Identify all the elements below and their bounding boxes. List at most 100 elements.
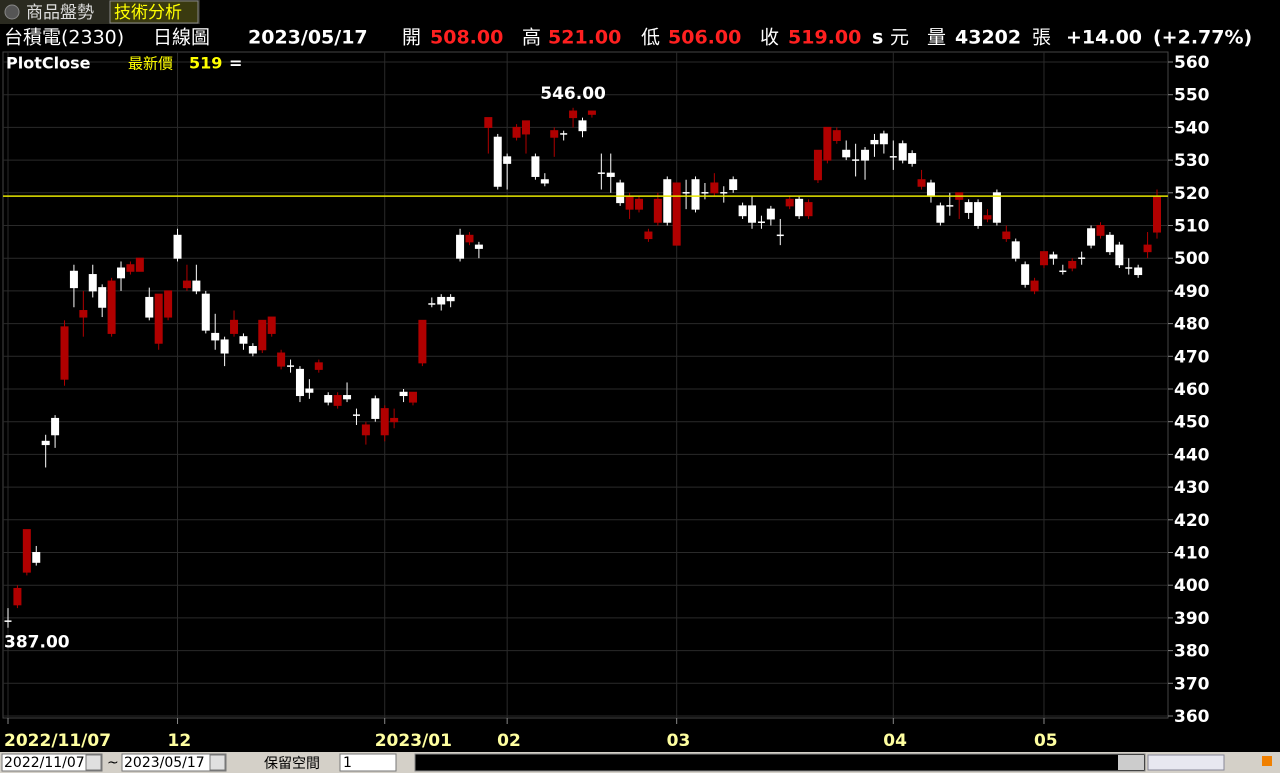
stock-name: 台積電(2330) [4, 27, 124, 49]
end-date: 2023/05/17 [124, 755, 205, 771]
candle-body [672, 182, 681, 246]
candle-body [974, 202, 983, 226]
label: 低 [641, 27, 660, 49]
candle-body [1115, 244, 1124, 266]
candle-body [126, 264, 135, 272]
candle-body [493, 136, 502, 187]
y-tick-label: 400 [1174, 576, 1210, 596]
candle-body [371, 398, 380, 419]
x-tick-label: 02 [497, 731, 521, 751]
low: 506.00 [668, 27, 741, 49]
candle-body [69, 270, 78, 289]
candle-body [135, 257, 144, 272]
candle-body [465, 234, 474, 243]
candle-body [992, 192, 1001, 223]
spin-input[interactable] [339, 753, 397, 772]
volume: 43202 [955, 27, 1021, 49]
plot-frame [2, 51, 1169, 719]
reserve-label: 保留空間 [264, 756, 320, 772]
candle-body [88, 274, 97, 292]
candle-body [550, 130, 559, 138]
date-input[interactable] [121, 753, 227, 772]
y-tick-label: 510 [1174, 217, 1210, 237]
candle-body [625, 195, 634, 210]
y-tick-label: 560 [1174, 53, 1210, 73]
scroll-thumb[interactable] [1118, 755, 1144, 770]
candle-body [32, 552, 41, 563]
candle-body [1021, 264, 1030, 285]
candle-body [766, 208, 775, 220]
candle-body [380, 408, 389, 436]
candle-body [795, 198, 804, 217]
y-tick-label: 430 [1174, 478, 1210, 498]
last-label: 最新價 [128, 55, 173, 73]
candle-body [295, 368, 304, 397]
candle-body [653, 198, 662, 223]
candle-body [98, 287, 107, 308]
candle-body [343, 395, 352, 400]
candle-body [230, 319, 239, 334]
x-tick-label: 04 [883, 731, 907, 751]
reserve-value: 1 [343, 755, 352, 771]
candle-body [1134, 267, 1143, 276]
menu-button[interactable] [4, 4, 20, 20]
candle-body [813, 149, 822, 181]
dropdown[interactable] [209, 754, 226, 771]
candle-body [446, 296, 455, 302]
candle-body [738, 205, 747, 217]
candle-body [823, 126, 832, 161]
tab-active[interactable]: 技術分析 [114, 3, 182, 23]
candle-body [22, 529, 31, 573]
close: 519.00 [788, 27, 861, 49]
dropdown[interactable] [85, 754, 102, 771]
candle-body [644, 231, 653, 240]
x-tick-label: 12 [168, 731, 192, 751]
candle-body [879, 133, 888, 145]
candle-body [1153, 195, 1161, 233]
label: 開 [402, 27, 421, 49]
candle-body [277, 352, 286, 367]
candle-body [861, 149, 870, 161]
tab[interactable]: 商品盤勢 [26, 3, 94, 23]
candle-body [578, 120, 587, 132]
candle-body [267, 316, 276, 334]
candle-body [1087, 228, 1096, 246]
y-tick-label: 450 [1174, 413, 1210, 433]
date: 2023/05/17 [248, 27, 368, 49]
candle-body [437, 296, 446, 305]
label: 張 [1032, 27, 1051, 49]
y-tick-label: 360 [1174, 707, 1210, 727]
candle-body [13, 587, 22, 606]
candle-body [710, 182, 719, 194]
candle-body [305, 388, 314, 393]
y-tick-label: 490 [1174, 282, 1210, 302]
candle-body [616, 182, 625, 204]
candle-body [361, 424, 370, 436]
candle-body [729, 179, 738, 191]
label: 高 [522, 27, 541, 49]
candle-body [898, 143, 907, 161]
candle-body [1039, 251, 1048, 266]
date-input[interactable] [1, 753, 103, 772]
change: +14.00 [1066, 27, 1142, 49]
candle-body [117, 267, 126, 279]
candle-body [484, 117, 493, 128]
candle-body [832, 130, 841, 141]
candle-body [258, 319, 267, 351]
candle-body [399, 391, 408, 397]
zoom-buttons[interactable] [1147, 754, 1225, 771]
candle-body [51, 417, 60, 436]
candle-body [1105, 234, 1114, 253]
scrollbar[interactable] [414, 753, 1146, 772]
candle-body [842, 149, 851, 158]
candle-body [211, 332, 220, 341]
candle-body [408, 391, 417, 403]
candle-body [587, 110, 596, 115]
alert-icon[interactable] [1262, 756, 1272, 766]
candle-body [418, 319, 427, 364]
candle-body [173, 234, 182, 259]
active-tab-bg [109, 0, 199, 24]
candle-body [521, 120, 530, 135]
y-tick-label: 390 [1174, 609, 1210, 629]
